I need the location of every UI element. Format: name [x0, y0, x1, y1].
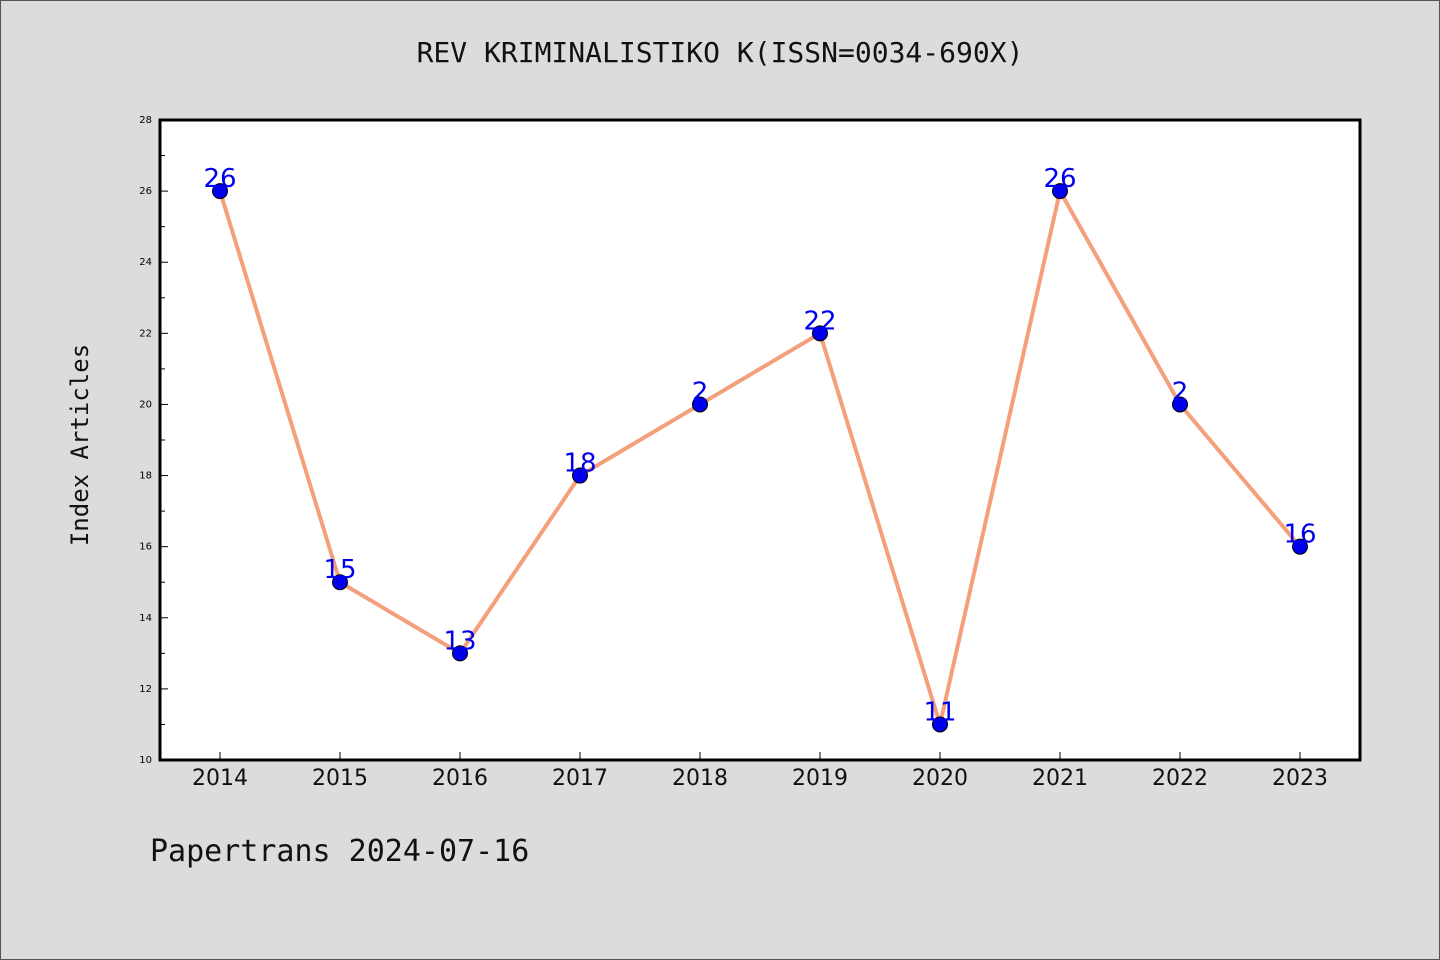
data-point [572, 467, 588, 484]
y-tick-label: 24 [139, 257, 152, 268]
data-label: 2 [692, 377, 709, 407]
y-tick-label: 16 [139, 542, 152, 553]
series-line [218, 189, 1302, 727]
data-point [812, 325, 828, 342]
y-tick-label: 22 [139, 328, 152, 339]
data-label: 22 [803, 306, 836, 336]
data-label: 11 [923, 697, 956, 727]
data-point [452, 645, 468, 662]
data-point [212, 183, 228, 200]
plot-area [158, 118, 1362, 762]
data-label: 13 [443, 626, 476, 656]
x-tick-label: 2023 [1272, 766, 1328, 791]
x-tick-label: 2022 [1152, 766, 1208, 791]
data-point [332, 574, 348, 591]
y-tick-label: 14 [139, 613, 152, 624]
x-tick-label: 2015 [312, 766, 368, 791]
data-label: 2 [1172, 377, 1189, 407]
x-tick-label: 2017 [552, 766, 608, 791]
x-tick-label: 2020 [912, 766, 968, 791]
x-tick-label: 2014 [192, 766, 248, 791]
x-tick-label: 2018 [672, 766, 728, 791]
data-label: 15 [323, 555, 356, 585]
data-point [1172, 396, 1188, 413]
data-point [1292, 538, 1308, 555]
data-point [1052, 183, 1068, 200]
data-label: 26 [203, 164, 236, 194]
x-tick-label: 2019 [792, 766, 848, 791]
data-point [692, 396, 708, 413]
y-tick-label: 26 [139, 186, 152, 197]
y-tick-label: 10 [139, 755, 152, 766]
x-tick-label: 2021 [1032, 766, 1088, 791]
chart-title: REV KRIMINALISTIKO K(ISSN=0034-690X) [416, 36, 1024, 69]
footer-text: Papertrans 2024-07-16 [150, 834, 530, 869]
y-tick-label: 20 [139, 399, 152, 410]
data-point [932, 716, 948, 733]
y-tick-label: 28 [139, 115, 152, 126]
y-tick-label: 18 [139, 471, 152, 482]
data-label: 18 [563, 449, 596, 479]
x-tick-label: 2016 [432, 766, 488, 791]
data-label: 16 [1283, 520, 1316, 550]
y-tick-label: 12 [139, 684, 152, 695]
data-label: 26 [1043, 164, 1076, 194]
